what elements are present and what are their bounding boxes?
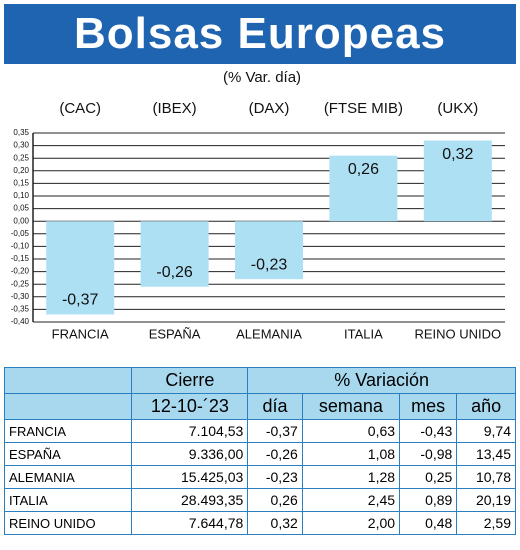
y-tick-label: -0,25	[11, 279, 30, 288]
table-group-header: Cierre % Variación	[3, 367, 516, 394]
table-cell: 2,00	[301, 511, 401, 535]
index-label: (IBEX)	[153, 100, 197, 117]
data-table: Cierre % Variación 12-10-´23 día semana mes…	[3, 367, 516, 535]
x-tick-label: REINO UNIDO	[414, 326, 501, 341]
x-tick-label: ITALIA	[344, 326, 383, 341]
y-tick-label: 0,20	[13, 166, 29, 175]
table-cell: 7.104,53	[131, 419, 249, 443]
table-cell: semana	[301, 393, 401, 420]
value-label: -0,37	[62, 292, 99, 309]
table-cell: 20,19	[456, 488, 516, 512]
table-cell: 0,63	[301, 419, 401, 443]
table-column-header: 12-10-´23 día semana mes año	[3, 393, 516, 420]
table-cell: 0,26	[247, 488, 303, 512]
y-tick-label: 0,00	[13, 216, 29, 225]
title-banner: Bolsas Europeas	[4, 4, 516, 64]
table-row: ALEMANIA 15.425,03 -0,23 1,28 0,25 10,78	[3, 465, 516, 489]
table-cell: 0,89	[399, 488, 458, 512]
bar	[423, 140, 492, 222]
value-label: 0,26	[348, 161, 379, 178]
table-cell: -0,98	[399, 442, 458, 466]
table-corner	[3, 367, 133, 394]
table-cell: 7.644,78	[131, 511, 249, 535]
table-cell: 9,74	[456, 419, 516, 443]
table-cell: 12-10-´23	[131, 393, 249, 420]
value-label: -0,26	[156, 264, 193, 281]
table-cell: 1,28	[301, 465, 401, 489]
bar	[46, 221, 115, 315]
chart: (% Var. día) -0,40 -0,35 -0,30 -0,25 -0,20 -0…	[11, 69, 505, 341]
value-label: -0,23	[251, 256, 288, 273]
table-cell: -0,23	[247, 465, 303, 489]
y-tick-label: -0,10	[11, 242, 30, 251]
group-header: % Variación	[247, 367, 516, 394]
table-cell: REINO UNIDO	[3, 511, 133, 535]
y-tick-label: -0,15	[11, 254, 30, 263]
x-tick-label: FRANCIA	[52, 326, 109, 341]
y-tick-label: 0,10	[13, 191, 29, 200]
y-tick-label: -0,30	[11, 292, 30, 301]
bar	[235, 221, 303, 280]
table-cell: ITALIA	[3, 488, 133, 512]
table-cell: 9.336,00	[131, 442, 249, 466]
table-cell: 0,48	[399, 511, 458, 535]
table-cell: 0,25	[399, 465, 458, 489]
table-cell: mes	[399, 393, 458, 420]
table-cell: 1,08	[301, 442, 401, 466]
y-tick-label: 0,35	[13, 128, 29, 137]
index-label: (DAX)	[249, 100, 290, 117]
bar	[329, 155, 398, 222]
index-label: (FTSE MIB)	[324, 100, 403, 117]
y-tick-label: 0,30	[13, 141, 29, 150]
y-tick-label: -0,20	[11, 267, 30, 276]
value-label: 0,32	[442, 146, 473, 163]
x-tick-label: ALEMANIA	[236, 326, 302, 341]
table-cell: ALEMANIA	[3, 465, 133, 489]
y-tick-label: 0,25	[13, 153, 29, 162]
table-cell: 0,32	[247, 511, 303, 535]
table-cell: año	[456, 393, 516, 420]
x-tick-label: ESPAÑA	[149, 326, 201, 341]
table-cell: 13,45	[456, 442, 516, 466]
y-tick-label: -0,40	[11, 317, 30, 326]
table-cell: -0,43	[399, 419, 458, 443]
bar	[140, 221, 209, 287]
group-header: Cierre	[131, 367, 249, 394]
table-cell: 28.493,35	[131, 488, 249, 512]
index-label: (UKX)	[437, 100, 478, 117]
table-cell: 2,45	[301, 488, 401, 512]
table-cell: ESPAÑA	[3, 442, 133, 466]
chart-subtitle: (% Var. día)	[223, 69, 301, 86]
y-tick-label: -0,35	[11, 305, 30, 314]
y-tick-label: 0,05	[13, 204, 29, 213]
table-row: ESPAÑA 9.336,00 -0,26 1,08 -0,98 13,45	[3, 442, 516, 466]
table-cell: 15.425,03	[131, 465, 249, 489]
table-row: REINO UNIDO 7.644,78 0,32 2,00 0,48 2,59	[3, 511, 516, 535]
y-tick-label: 0,15	[13, 179, 29, 188]
table-row: ITALIA 28.493,35 0,26 2,45 0,89 20,19	[3, 488, 516, 512]
table-cell: FRANCIA	[3, 419, 133, 443]
index-label: (CAC)	[59, 100, 101, 117]
table-corner	[3, 393, 133, 420]
table-cell: día	[247, 393, 303, 420]
table-cell: 2,59	[456, 511, 516, 535]
table-cell: 10,78	[456, 465, 516, 489]
y-tick-label: -0,05	[11, 229, 30, 238]
table-cell: -0,26	[247, 442, 303, 466]
table-cell: -0,37	[247, 419, 303, 443]
table-row: FRANCIA 7.104,53 -0,37 0,63 -0,43 9,74	[3, 419, 516, 443]
